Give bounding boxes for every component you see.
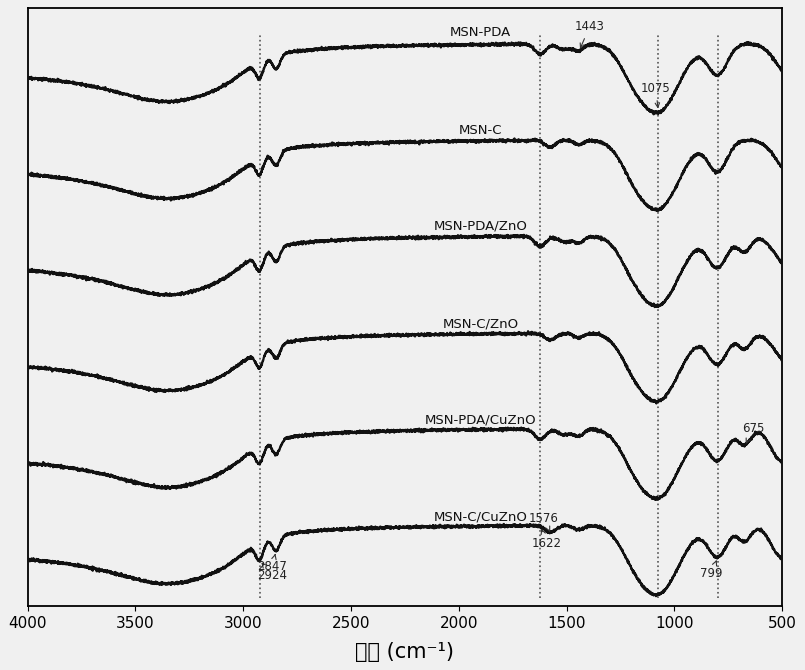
Text: 1443: 1443 [575, 20, 605, 48]
Text: MSN-C/ZnO: MSN-C/ZnO [442, 318, 518, 331]
Text: MSN-PDA: MSN-PDA [450, 26, 511, 40]
Text: MSN-C: MSN-C [459, 124, 502, 137]
Text: 2847: 2847 [257, 555, 287, 574]
Text: 1576: 1576 [529, 513, 559, 531]
Text: 2924: 2924 [258, 563, 287, 582]
Text: 1075: 1075 [641, 82, 671, 107]
Text: 799: 799 [700, 561, 723, 580]
Text: MSN-PDA/CuZnO: MSN-PDA/CuZnO [424, 413, 536, 426]
X-axis label: 波数 (cm⁻¹): 波数 (cm⁻¹) [355, 642, 454, 662]
Text: MSN-C/CuZnO: MSN-C/CuZnO [433, 511, 527, 523]
Text: MSN-PDA/ZnO: MSN-PDA/ZnO [433, 219, 527, 232]
Text: 1622: 1622 [532, 530, 562, 550]
Text: 675: 675 [742, 422, 764, 443]
